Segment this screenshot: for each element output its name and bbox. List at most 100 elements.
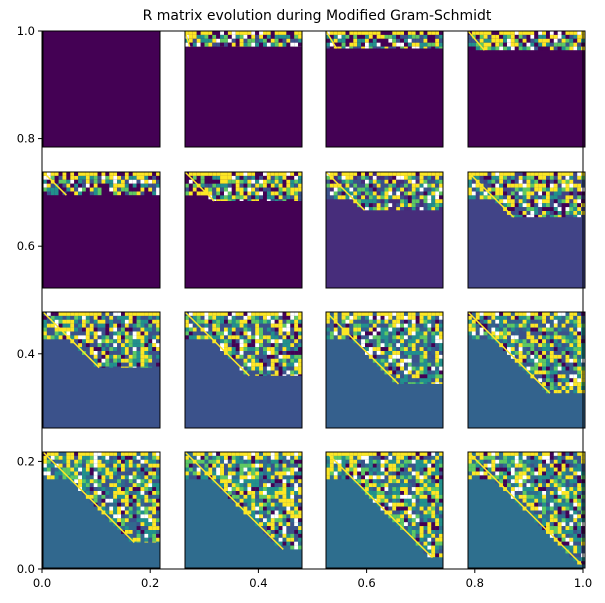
matrix-cell — [546, 514, 550, 519]
matrix-cell — [534, 31, 539, 35]
matrix-cell — [212, 331, 217, 336]
matrix-cell — [468, 183, 472, 188]
matrix-cell — [286, 187, 291, 192]
matrix-cell — [113, 183, 118, 188]
matrix-cell — [483, 323, 488, 328]
matrix-cell — [415, 354, 420, 359]
matrix-cell — [565, 315, 570, 320]
matrix-cell — [231, 475, 236, 480]
matrix-cell — [565, 526, 570, 530]
matrix-cell — [196, 172, 201, 176]
matrix-cell — [396, 514, 401, 519]
matrix-cell — [132, 494, 137, 499]
matrix-cell — [376, 172, 381, 176]
matrix-cell — [577, 522, 582, 527]
matrix-cell — [251, 42, 256, 47]
matrix-cell — [231, 452, 236, 456]
matrix-cell — [396, 471, 401, 476]
matrix-cell — [266, 506, 271, 511]
matrix-cell — [565, 191, 570, 196]
matrix-cell — [113, 494, 118, 499]
matrix-cell — [475, 463, 480, 468]
matrix-cell — [97, 463, 102, 468]
matrix-cell — [274, 463, 279, 468]
matrix-cell — [439, 487, 443, 491]
matrix-cell — [384, 343, 389, 348]
matrix-cell — [101, 327, 106, 332]
matrix-cell — [58, 315, 63, 320]
matrix-cell — [148, 172, 153, 176]
matrix-cell — [427, 172, 432, 176]
matrix-cell — [239, 38, 244, 43]
matrix-cell — [298, 471, 302, 476]
matrix-cell — [54, 175, 59, 180]
matrix-cell — [557, 498, 562, 503]
matrix-cell — [263, 494, 267, 499]
matrix-cell — [534, 343, 539, 348]
matrix-cell — [353, 195, 358, 200]
matrix-cell — [109, 467, 114, 472]
matrix-cell — [573, 38, 578, 43]
matrix-cell — [507, 343, 511, 348]
matrix-cell — [427, 374, 432, 379]
matrix-cell — [132, 187, 137, 192]
matrix-cell — [530, 46, 535, 51]
matrix-cell — [357, 199, 362, 204]
matrix-cell — [534, 183, 539, 188]
matrix-cell — [365, 347, 369, 351]
matrix-cell — [557, 374, 562, 379]
matrix-cell — [415, 323, 420, 328]
matrix-cell — [376, 487, 381, 491]
matrix-cell — [396, 378, 401, 383]
matrix-cell — [518, 179, 523, 184]
matrix-cell — [376, 494, 381, 499]
matrix-cell — [247, 335, 252, 340]
matrix-cell — [427, 34, 432, 39]
matrix-cell — [255, 335, 260, 340]
matrix-cell — [156, 467, 160, 472]
matrix-cell — [200, 315, 205, 320]
matrix-cell — [573, 479, 578, 484]
matrix-cell — [415, 319, 420, 324]
matrix-cell — [216, 31, 221, 35]
matrix-cell — [290, 471, 295, 476]
matrix-cell — [286, 34, 291, 39]
matrix-cell — [231, 312, 236, 316]
matrix-cell — [431, 463, 436, 468]
matrix-cell — [546, 479, 550, 484]
matrix-cell — [298, 191, 302, 196]
matrix-cell — [396, 487, 401, 491]
matrix-cell — [365, 475, 369, 480]
matrix-cell — [526, 471, 531, 476]
matrix-cell — [439, 207, 443, 211]
matrix-cell — [423, 533, 428, 538]
matrix-cell — [514, 175, 519, 180]
matrix-cell — [298, 172, 302, 176]
matrix-cell — [427, 366, 432, 371]
matrix-cell — [263, 343, 267, 348]
matrix-cell — [439, 34, 443, 39]
matrix-cell — [553, 38, 558, 43]
matrix-cell — [538, 475, 543, 480]
matrix-cell — [329, 323, 334, 328]
matrix-cell — [270, 452, 275, 456]
matrix-cell — [298, 327, 302, 332]
matrix-cell — [200, 312, 205, 316]
matrix-cell — [553, 452, 558, 456]
matrix-cell — [411, 471, 416, 476]
matrix-cell — [419, 541, 424, 546]
matrix-cell — [196, 175, 201, 180]
matrix-cell — [561, 491, 566, 495]
matrix-cell — [542, 514, 546, 519]
matrix-cell — [573, 172, 578, 176]
matrix-cell — [97, 335, 102, 340]
matrix-cell — [140, 494, 145, 499]
matrix-cell — [97, 179, 102, 184]
matrix-cell — [435, 514, 440, 519]
matrix-cell — [136, 183, 141, 188]
matrix-cell — [192, 323, 197, 328]
matrix-cell — [239, 463, 244, 468]
matrix-cell — [538, 487, 543, 491]
matrix-cell — [407, 366, 412, 371]
matrix-cell — [372, 339, 377, 344]
